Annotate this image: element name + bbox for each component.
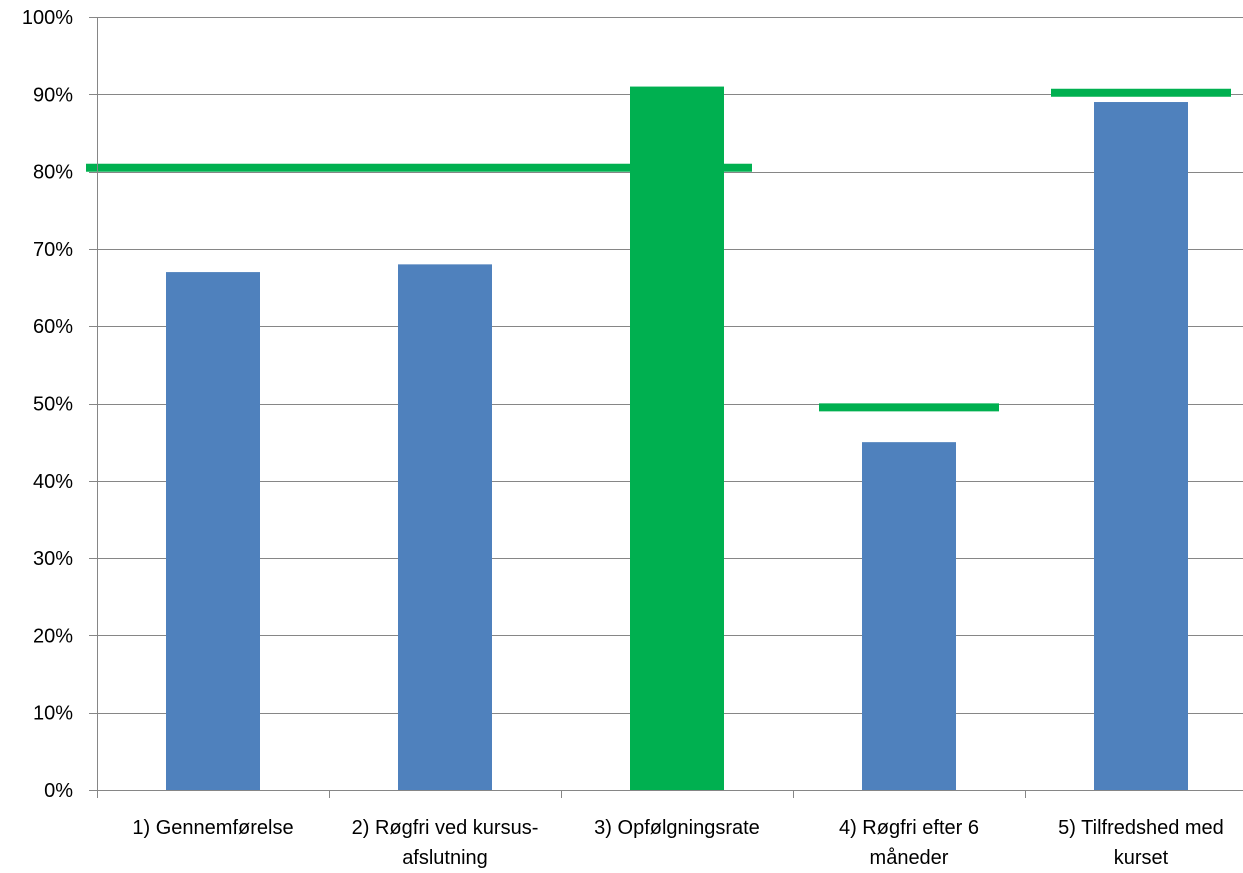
y-tick-label: 60% [33,316,73,338]
bar [630,86,724,790]
y-tick-label: 70% [33,239,73,261]
y-axis-tick-labels: 0% 10% 20% 30% 40% 50% 60% 70% 80% 90% 100% [22,7,73,802]
x-axis-category-labels: 1) Gennemførelse 2) Røgfri ved kursus-afs… [132,817,1223,869]
x-category-label: 5) Tilfredshed med [1058,817,1224,839]
x-category-label: kurset [1114,847,1169,869]
y-tick-label: 20% [33,625,73,647]
axes [89,17,1243,798]
y-tick-label: 100% [22,7,73,29]
bar [862,442,956,790]
x-category-label: 2) Røgfri ved kursus- [352,817,539,839]
x-category-label: 3) Opfølgningsrate [594,817,760,839]
y-tick-label: 40% [33,471,73,493]
target-line [819,403,999,412]
x-category-label: 4) Røgfri efter 6 [839,817,979,839]
target-lines [86,88,1231,412]
x-category-label: 1) Gennemførelse [132,817,293,839]
x-category-label: afslutning [402,847,488,869]
bar [398,264,492,790]
target-line [86,163,752,172]
bar [1094,102,1188,790]
bars [166,86,1188,791]
target-line [1051,88,1231,97]
y-tick-label: 50% [33,394,73,416]
y-tick-label: 0% [44,780,73,802]
x-category-label: måneder [870,847,949,869]
y-tick-label: 10% [33,703,73,725]
y-tick-label: 30% [33,548,73,570]
y-tick-label: 80% [33,162,73,184]
bar [166,272,260,791]
y-tick-label: 90% [33,84,73,106]
